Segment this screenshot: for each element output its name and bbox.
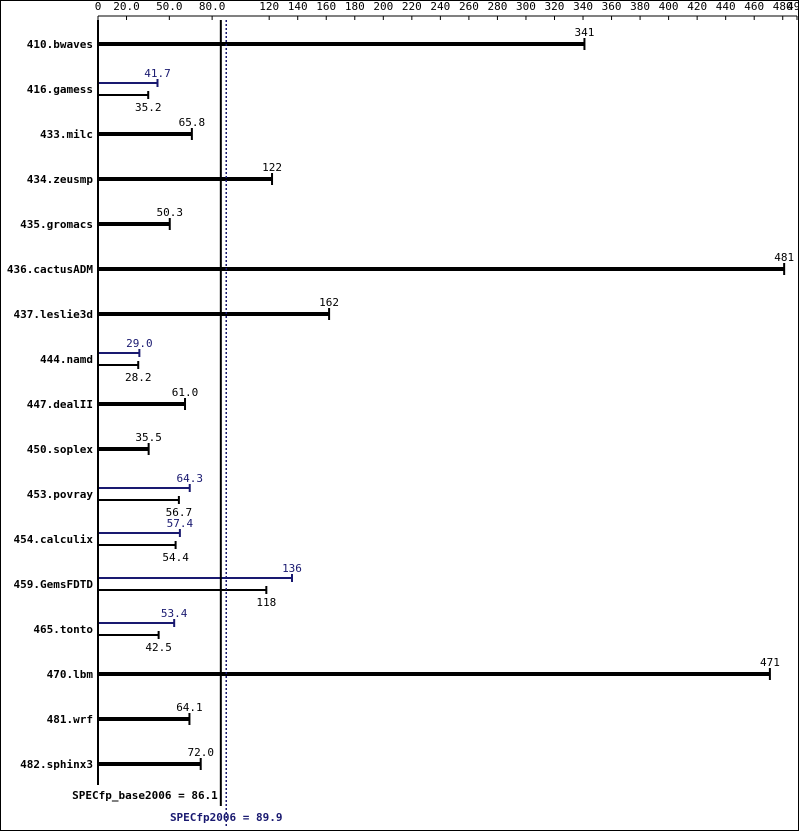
bar	[98, 94, 149, 96]
value-label: 64.3	[176, 472, 203, 485]
value-label: 28.2	[125, 371, 152, 384]
value-label: 118	[256, 596, 276, 609]
reference-label: SPECfp2006 = 89.9	[170, 811, 283, 824]
x-tick-label: 240	[430, 0, 450, 13]
x-tick-label: 420	[687, 0, 707, 13]
bar	[98, 132, 192, 136]
bar	[98, 499, 179, 501]
bar	[98, 364, 139, 366]
category-label: 459.GemsFDTD	[14, 578, 94, 591]
x-tick-label: 460	[744, 0, 764, 13]
x-tick-label: 480	[773, 0, 793, 13]
category-label: 465.tonto	[33, 623, 93, 636]
bar	[98, 267, 785, 271]
x-tick-label: 200	[373, 0, 393, 13]
bar	[98, 447, 149, 451]
category-label: 444.namd	[40, 353, 93, 366]
category-label: 481.wrf	[47, 713, 93, 726]
value-label: 56.7	[166, 506, 193, 519]
value-label: 122	[262, 161, 282, 174]
category-label: 454.calculix	[14, 533, 94, 546]
value-label: 53.4	[161, 607, 188, 620]
value-label: 35.2	[135, 101, 162, 114]
bar	[98, 532, 180, 534]
bar	[98, 402, 186, 406]
value-label: 341	[575, 26, 595, 39]
bar	[98, 352, 140, 354]
value-label: 481	[774, 251, 794, 264]
category-label: 437.leslie3d	[14, 308, 93, 321]
value-label: 471	[760, 656, 780, 669]
value-label: 65.8	[179, 116, 206, 129]
bar	[98, 42, 585, 46]
x-tick-label: 260	[459, 0, 479, 13]
category-label: 436.cactusADM	[7, 263, 93, 276]
x-tick-label: 340	[573, 0, 593, 13]
x-tick-label: 0	[95, 0, 102, 13]
category-label: 482.sphinx3	[20, 758, 93, 771]
x-tick-label: 400	[659, 0, 679, 13]
category-label: 435.gromacs	[20, 218, 93, 231]
bar	[98, 762, 201, 766]
bar	[98, 577, 293, 579]
bar	[98, 312, 330, 316]
category-label: 416.gamess	[27, 83, 93, 96]
x-tick-label: 120	[259, 0, 279, 13]
x-tick-label: 360	[602, 0, 622, 13]
bar	[98, 544, 176, 546]
x-tick-label: 280	[487, 0, 507, 13]
category-label: 410.bwaves	[27, 38, 93, 51]
value-label: 50.3	[157, 206, 184, 219]
category-label: 433.milc	[40, 128, 93, 141]
category-label: 450.soplex	[27, 443, 94, 456]
value-label: 54.4	[162, 551, 189, 564]
x-tick-label: 380	[630, 0, 650, 13]
value-label: 35.5	[135, 431, 162, 444]
bar	[98, 634, 159, 636]
bar	[98, 487, 190, 489]
value-label: 57.4	[167, 517, 194, 530]
x-tick-label: 80.0	[199, 0, 226, 13]
bar	[98, 717, 190, 721]
value-label: 41.7	[144, 67, 171, 80]
x-tick-label: 140	[288, 0, 308, 13]
bar	[98, 222, 170, 226]
x-tick-label: 300	[516, 0, 536, 13]
reference-label: SPECfp_base2006 = 86.1	[72, 789, 218, 802]
x-tick-label: 160	[316, 0, 336, 13]
x-tick-label: 20.0	[113, 0, 140, 13]
value-label: 61.0	[172, 386, 199, 399]
bar	[98, 622, 175, 624]
x-tick-label: 440	[716, 0, 736, 13]
value-label: 136	[282, 562, 302, 575]
value-label: 72.0	[187, 746, 214, 759]
category-label: 470.lbm	[47, 668, 94, 681]
value-label: 29.0	[126, 337, 153, 350]
x-tick-label: 490	[787, 0, 799, 13]
category-label: 434.zeusmp	[27, 173, 94, 186]
x-tick-label: 50.0	[156, 0, 183, 13]
bar	[98, 672, 770, 676]
category-label: 447.dealII	[27, 398, 93, 411]
value-label: 42.5	[145, 641, 172, 654]
bar	[98, 82, 158, 84]
bar	[98, 177, 273, 181]
x-tick-label: 220	[402, 0, 422, 13]
category-label: 453.povray	[27, 488, 94, 501]
value-label: 64.1	[176, 701, 203, 714]
bar	[98, 589, 267, 591]
value-label: 162	[319, 296, 339, 309]
x-tick-label: 320	[545, 0, 565, 13]
x-tick-label: 180	[345, 0, 365, 13]
